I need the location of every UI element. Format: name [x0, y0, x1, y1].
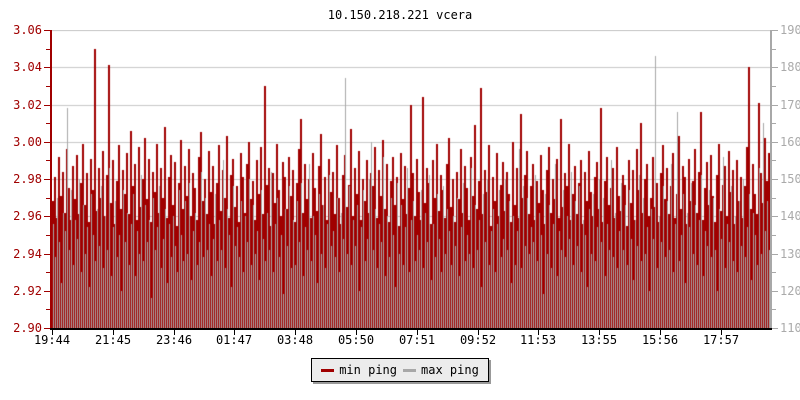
left-axis-tick — [44, 67, 50, 68]
y-axis-label-right: 140 — [780, 209, 800, 223]
chart-title: 10.150.218.221 vcera — [327, 8, 473, 22]
x-axis-label: 01:47 — [215, 333, 253, 347]
right-axis-tick — [772, 272, 776, 273]
y-axis-label-left: 2.96 — [13, 209, 42, 223]
right-axis-tick — [772, 142, 778, 143]
left-axis-line — [50, 30, 52, 330]
x-axis-tick — [52, 330, 53, 335]
x-axis-tick — [356, 330, 357, 335]
x-axis-label: 11:53 — [519, 333, 557, 347]
x-axis-label: 15:56 — [641, 333, 679, 347]
legend-box: min ping max ping — [311, 358, 489, 382]
left-axis-tick — [46, 49, 50, 50]
right-axis-tick — [772, 160, 776, 161]
y-axis-label-left: 2.92 — [13, 284, 42, 298]
x-axis-label: 03:48 — [276, 333, 314, 347]
x-axis-tick — [174, 330, 175, 335]
y-axis-label-right: 130 — [780, 247, 800, 261]
right-axis-tick — [772, 216, 778, 217]
right-axis-tick — [772, 49, 776, 50]
left-axis-tick — [44, 328, 50, 329]
y-axis-label-right: 150 — [780, 172, 800, 186]
y-axis-label-right: 190 — [780, 23, 800, 37]
bottom-axis-line — [50, 328, 772, 330]
chart-canvas — [52, 30, 770, 328]
y-axis-label-right: 160 — [780, 135, 800, 149]
y-axis-label-right: 170 — [780, 98, 800, 112]
legend-item-max-ping: max ping — [403, 363, 479, 377]
x-axis-label: 23:46 — [155, 333, 193, 347]
right-axis-tick — [772, 235, 776, 236]
x-axis-label: 17:57 — [702, 333, 740, 347]
x-axis-tick — [295, 330, 296, 335]
right-axis-tick — [772, 291, 778, 292]
legend-label-max-ping: max ping — [421, 363, 479, 377]
x-axis-tick — [478, 330, 479, 335]
x-axis-label: 05:50 — [337, 333, 375, 347]
min-ping-swatch — [321, 368, 335, 372]
left-axis-tick — [46, 198, 50, 199]
x-axis-tick — [599, 330, 600, 335]
right-axis-tick — [772, 30, 778, 31]
x-axis-tick — [417, 330, 418, 335]
legend: min ping max ping — [0, 358, 800, 382]
x-axis-tick — [113, 330, 114, 335]
y-axis-label-right: 180 — [780, 60, 800, 74]
right-axis-tick — [772, 179, 778, 180]
x-axis-label: 19:44 — [33, 333, 71, 347]
legend-item-min-ping: min ping — [321, 363, 397, 377]
right-axis-tick — [772, 123, 776, 124]
y-axis-label-right: 110 — [780, 321, 800, 335]
left-axis-tick — [44, 142, 50, 143]
left-axis-tick — [44, 254, 50, 255]
x-axis-label: 21:45 — [94, 333, 132, 347]
y-axis-label-left: 2.90 — [13, 321, 42, 335]
x-axis-tick — [234, 330, 235, 335]
y-axis-label-left: 2.98 — [13, 172, 42, 186]
y-axis-label-left: 3.04 — [13, 60, 42, 74]
x-axis-tick — [721, 330, 722, 335]
right-axis-tick — [772, 309, 776, 310]
left-axis-tick — [44, 216, 50, 217]
left-axis-tick — [46, 235, 50, 236]
legend-label-min-ping: min ping — [339, 363, 397, 377]
y-axis-label-left: 3.06 — [13, 23, 42, 37]
max-ping-swatch — [403, 368, 416, 372]
left-axis-tick — [44, 30, 50, 31]
x-axis-label: 13:55 — [580, 333, 618, 347]
left-axis-tick — [44, 291, 50, 292]
left-axis-tick — [46, 309, 50, 310]
left-axis-tick — [46, 160, 50, 161]
right-axis-tick — [772, 328, 778, 329]
y-axis-label-left: 2.94 — [13, 247, 42, 261]
left-axis-tick — [46, 123, 50, 124]
right-axis-tick — [772, 105, 778, 106]
right-axis-line — [770, 30, 772, 328]
x-axis-label: 07:51 — [398, 333, 436, 347]
x-axis-label: 09:52 — [459, 333, 497, 347]
right-axis-tick — [772, 198, 776, 199]
left-axis-tick — [44, 105, 50, 106]
x-axis-tick — [538, 330, 539, 335]
y-axis-label-left: 3.02 — [13, 98, 42, 112]
plot-area — [52, 30, 770, 328]
right-axis-tick — [772, 86, 776, 87]
left-axis-tick — [46, 86, 50, 87]
left-axis-tick — [44, 179, 50, 180]
x-axis-tick — [660, 330, 661, 335]
y-axis-label-left: 3.00 — [13, 135, 42, 149]
right-axis-tick — [772, 67, 778, 68]
y-axis-label-right: 120 — [780, 284, 800, 298]
left-axis-tick — [46, 272, 50, 273]
right-axis-tick — [772, 254, 778, 255]
